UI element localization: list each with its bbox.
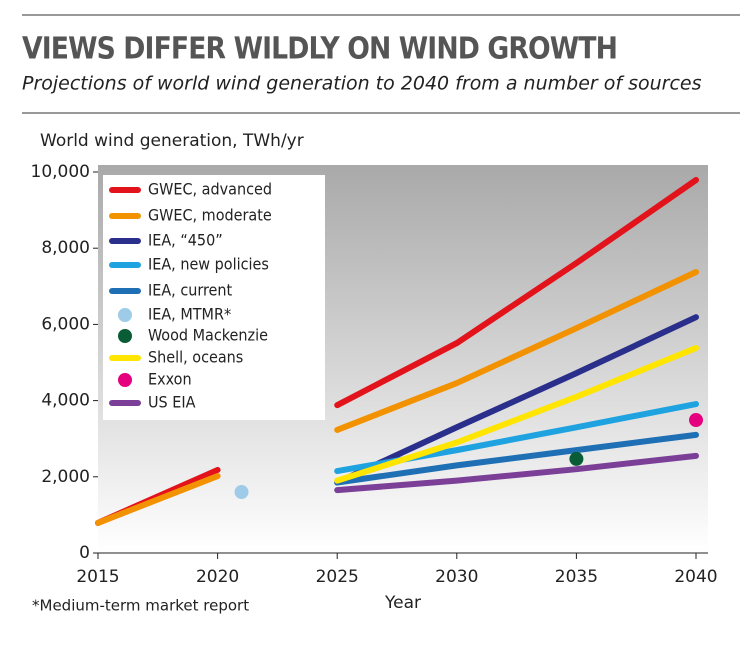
x-tick-label: 2020 <box>196 567 239 587</box>
series-line <box>334 314 699 486</box>
footnote: *Medium-term market report <box>32 597 249 615</box>
x-tick-label: 2035 <box>555 567 598 587</box>
legend-label: IEA, “450” <box>148 231 223 250</box>
legend-label: Shell, oceans <box>148 348 243 367</box>
y-tick-label: 10,000 <box>31 162 90 182</box>
legend-label: Wood Mackenzie <box>148 326 268 345</box>
series-line <box>334 345 699 484</box>
y-tick-label: 8,000 <box>41 238 90 258</box>
legend-label: GWEC, moderate <box>148 206 272 225</box>
series-line <box>334 177 699 409</box>
legend-label: IEA, MTMR* <box>148 305 231 324</box>
series-line <box>334 452 699 494</box>
y-tick-label: 2,000 <box>41 467 90 487</box>
legend-swatch <box>118 308 132 322</box>
legend-swatch <box>118 329 132 343</box>
chart-subtitle: Projections of world wind generation to … <box>22 73 702 95</box>
y-tick-label: 0 <box>79 543 90 563</box>
x-axis-label: Year <box>384 593 421 613</box>
data-point <box>689 413 703 428</box>
y-tick-label: 6,000 <box>41 314 90 334</box>
legend-label: GWEC, advanced <box>148 180 272 199</box>
legend-label: IEA, current <box>148 281 233 300</box>
legend-label: US EIA <box>148 393 196 412</box>
series-line <box>334 269 699 433</box>
x-tick-label: 2030 <box>435 567 478 587</box>
x-tick-label: 2025 <box>316 567 359 587</box>
series-line <box>95 473 221 526</box>
legend-label: IEA, new policies <box>148 255 269 274</box>
data-point <box>234 485 249 500</box>
chart-title: VIEWS DIFFER WILDLY ON WIND GROWTH <box>22 32 617 67</box>
y-axis-label: World wind generation, TWh/yr <box>40 131 304 151</box>
x-tick-label: 2015 <box>76 567 119 587</box>
data-point <box>569 451 584 466</box>
x-tick-label: 2040 <box>674 567 717 587</box>
series-line <box>334 431 699 486</box>
legend-label: Exxon <box>148 370 192 389</box>
legend-swatch <box>118 373 132 387</box>
y-tick-label: 4,000 <box>41 391 90 411</box>
